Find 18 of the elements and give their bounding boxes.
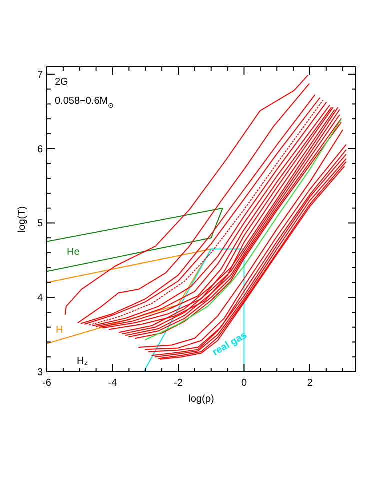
x-axis-title: log(ρ) [188,394,214,405]
text: 0.058−0.6M$_{⊙}$ [55,96,114,110]
x-tick-label: -2 [174,378,184,389]
annotation: H [56,325,64,336]
y-tick-label: 6 [37,144,44,156]
y-tick-label: 3 [37,368,44,378]
y-tick-label: 4 [37,293,44,304]
annotation: H₂ [77,356,88,367]
y-axis-title: log(T) [17,206,28,233]
annotation: real gas [211,330,250,359]
y-tick-label: 7 [37,70,44,81]
x-tick-label: 2 [307,378,314,389]
y-tick-label: 5 [37,218,44,230]
annotation: He [67,247,80,258]
x-tick-label: -4 [108,378,118,389]
text: 2G [55,77,69,88]
x-tick-label: -6 [42,378,52,389]
x-tick-label: 0 [241,378,248,389]
